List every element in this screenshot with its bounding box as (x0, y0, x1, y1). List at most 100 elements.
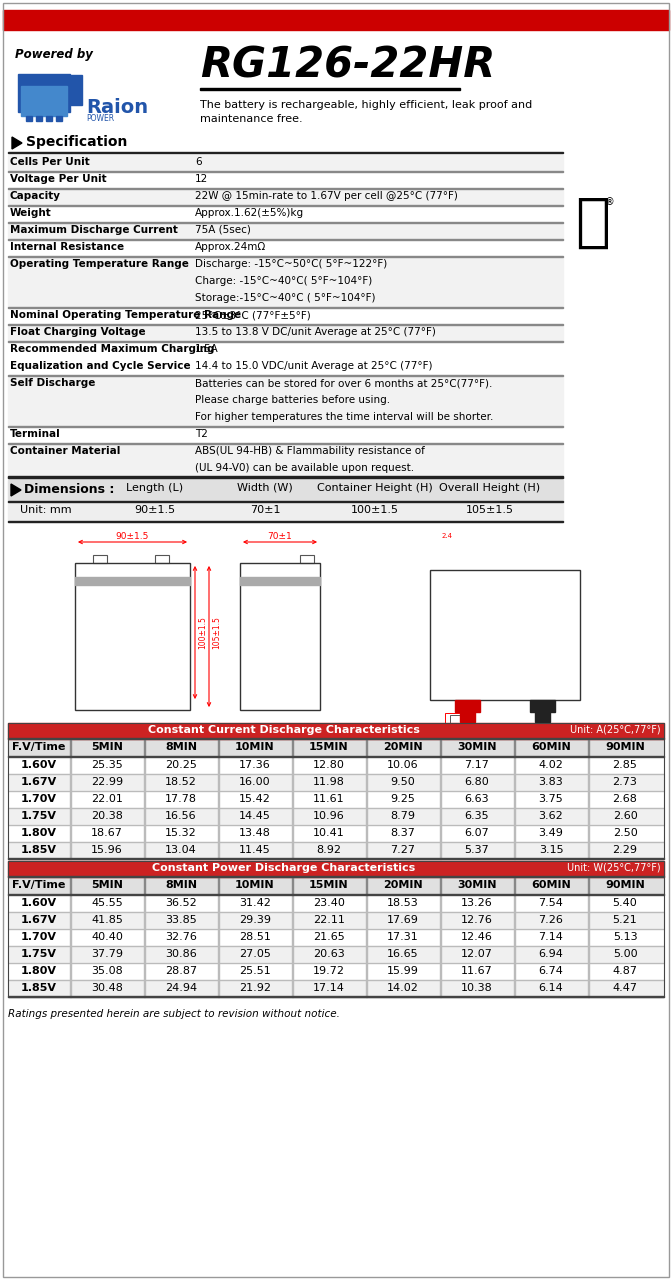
Bar (8, 858, 664, 859)
Text: Approx.1.62(±5%)kg: Approx.1.62(±5%)kg (195, 207, 304, 218)
Text: 30.48: 30.48 (91, 983, 123, 993)
Text: 13.48: 13.48 (239, 828, 271, 838)
Bar (70, 76, 82, 105)
Bar (56, 116, 62, 122)
Text: 4.87: 4.87 (612, 966, 638, 975)
Text: Ratings presented herein are subject to revision without notice.: Ratings presented herein are subject to … (8, 1009, 340, 1019)
Text: Constant Power Discharge Characteristics: Constant Power Discharge Characteristics (152, 863, 415, 873)
Text: Charge: -15°C~40°C( 5°F~104°F): Charge: -15°C~40°C( 5°F~104°F) (195, 276, 372, 285)
Text: 7.27: 7.27 (390, 845, 415, 855)
Text: 21.65: 21.65 (313, 932, 345, 942)
Text: 29.39: 29.39 (239, 915, 271, 925)
Text: 12.80: 12.80 (313, 760, 345, 771)
Text: 4.02: 4.02 (538, 760, 563, 771)
Text: 6.94: 6.94 (538, 948, 563, 959)
Text: Terminal: Terminal (10, 429, 60, 439)
Bar (588, 739, 589, 756)
Text: 1.85V: 1.85V (21, 983, 57, 993)
Bar (218, 739, 219, 756)
Bar (240, 563, 320, 710)
Text: 12.07: 12.07 (461, 948, 493, 959)
Text: 17.31: 17.31 (387, 932, 419, 942)
Text: 20MIN: 20MIN (383, 881, 423, 890)
Text: 33.85: 33.85 (165, 915, 197, 925)
Bar (300, 556, 314, 563)
Text: 75A (5sec): 75A (5sec) (195, 225, 251, 236)
Text: 21.92: 21.92 (239, 983, 271, 993)
Bar (8, 500, 563, 502)
Text: 20MIN: 20MIN (383, 742, 423, 751)
Text: Unit: A(25°C,77°F): Unit: A(25°C,77°F) (571, 724, 661, 735)
Text: 27.05: 27.05 (239, 948, 271, 959)
Bar (8, 877, 664, 895)
Text: 30MIN: 30MIN (457, 742, 497, 751)
Text: 90MIN: 90MIN (605, 881, 645, 890)
Text: Internal Resistance: Internal Resistance (10, 242, 124, 252)
Text: Voltage Per Unit: Voltage Per Unit (10, 174, 107, 184)
Text: 36.52: 36.52 (165, 899, 197, 908)
Text: Dimensions :: Dimensions : (24, 483, 114, 495)
Text: 45.55: 45.55 (91, 899, 123, 908)
Bar (8, 929, 664, 946)
Text: 5.00: 5.00 (613, 948, 637, 959)
Text: 6.35: 6.35 (464, 812, 489, 820)
Bar (8, 826, 664, 842)
Text: F.V/Time: F.V/Time (12, 742, 66, 751)
Bar (240, 577, 320, 585)
Bar (440, 877, 441, 895)
Bar (8, 980, 664, 997)
Text: 22.01: 22.01 (91, 794, 123, 804)
Text: RG126-22HR: RG126-22HR (200, 45, 495, 87)
Bar (8, 756, 664, 774)
Text: 1.67V: 1.67V (21, 915, 57, 925)
Text: 23.40: 23.40 (313, 899, 345, 908)
Bar (366, 877, 367, 895)
Text: 3.62: 3.62 (539, 812, 563, 820)
Bar (75, 577, 190, 585)
Text: 30MIN: 30MIN (457, 881, 497, 890)
Text: 15.42: 15.42 (239, 794, 271, 804)
Bar (200, 87, 460, 90)
Bar (530, 700, 555, 712)
Text: 12: 12 (195, 174, 208, 184)
Bar (75, 563, 190, 710)
Text: 10.06: 10.06 (387, 760, 419, 771)
Text: 60MIN: 60MIN (531, 881, 571, 890)
Bar (8, 257, 563, 308)
Bar (8, 241, 563, 257)
Text: 10.38: 10.38 (461, 983, 493, 993)
Bar (8, 842, 664, 859)
Text: Width (W): Width (W) (237, 483, 293, 493)
Text: 3.49: 3.49 (538, 828, 563, 838)
Bar (8, 480, 563, 502)
Bar (8, 502, 563, 522)
Bar (292, 739, 293, 756)
Text: 8.79: 8.79 (390, 812, 415, 820)
Text: 19.72: 19.72 (313, 966, 345, 975)
Text: 15.32: 15.32 (165, 828, 197, 838)
Text: 2.29: 2.29 (612, 845, 638, 855)
Bar (8, 342, 563, 376)
Text: 6.63: 6.63 (464, 794, 489, 804)
Text: 15.99: 15.99 (387, 966, 419, 975)
Bar (8, 223, 563, 241)
Text: 1.75V: 1.75V (21, 812, 57, 820)
Text: 25.35: 25.35 (91, 760, 123, 771)
Text: 22W @ 15min-rate to 1.67V per cell @25°C (77°F): 22W @ 15min-rate to 1.67V per cell @25°C… (195, 191, 458, 201)
Text: 1.70V: 1.70V (21, 794, 57, 804)
Bar (8, 151, 563, 154)
Text: Discharge: -15°C~50°C( 5°F~122°F): Discharge: -15°C~50°C( 5°F~122°F) (195, 259, 387, 269)
Text: The battery is rechargeable, highly efficient, leak proof and: The battery is rechargeable, highly effi… (200, 100, 532, 110)
Text: 1.70V: 1.70V (21, 932, 57, 942)
Bar (8, 791, 664, 808)
Text: Unit: mm: Unit: mm (20, 506, 72, 515)
Text: 2.60: 2.60 (613, 812, 637, 820)
Text: 15MIN: 15MIN (309, 881, 349, 890)
Text: ABS(UL 94-HB) & Flammability resistance of: ABS(UL 94-HB) & Flammability resistance … (195, 445, 425, 456)
Text: 8MIN: 8MIN (165, 742, 197, 751)
Text: 13.26: 13.26 (461, 899, 493, 908)
Text: 10MIN: 10MIN (235, 742, 275, 751)
Text: 10.96: 10.96 (313, 812, 345, 820)
Text: 1.60V: 1.60V (21, 760, 57, 771)
Text: 16.65: 16.65 (387, 948, 419, 959)
